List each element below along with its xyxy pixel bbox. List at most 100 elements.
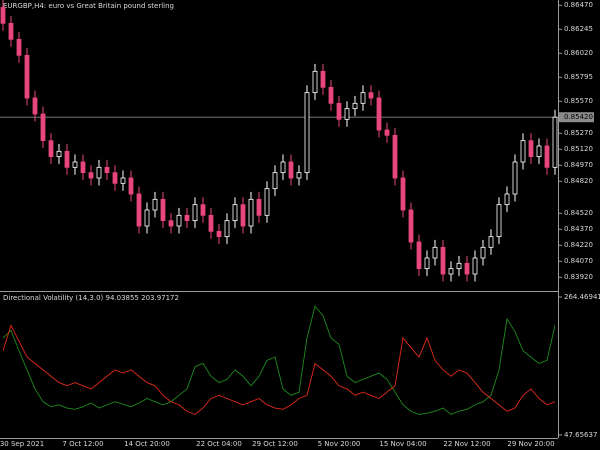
y-tick-label: 0.86470: [564, 1, 593, 9]
candle-body: [176, 214, 182, 227]
y-tick-label: 0.84970: [564, 161, 593, 169]
candle-body: [408, 209, 414, 243]
candle-body: [232, 204, 238, 222]
y-tick-label: 0.84520: [564, 209, 593, 217]
y-tick-label: 0.85795: [564, 73, 593, 81]
x-tick-label: 5 Nov 20:00: [318, 440, 361, 448]
price-label: 0.85420: [564, 113, 593, 121]
candle-body: [304, 92, 310, 174]
indicator-title: Directional Volatility (14,3.0) 94.03855…: [3, 294, 179, 302]
candle-body: [152, 198, 158, 211]
candle-body: [208, 214, 214, 232]
x-tick-label: 7 Oct 12:00: [62, 440, 103, 448]
y-tick-label: 0.86020: [564, 49, 593, 57]
x-tick-label: 14 Oct 20:00: [124, 440, 170, 448]
x-tick-label: 15 Nov 04:00: [379, 440, 426, 448]
y-tick-label: 264.46941: [564, 293, 600, 301]
candle-body: [192, 204, 198, 222]
candle-body: [24, 54, 30, 99]
candle-body: [88, 172, 94, 179]
candle-body: [320, 70, 326, 88]
candle-body: [56, 150, 62, 158]
candle-body: [464, 262, 470, 275]
candle-body: [312, 70, 318, 94]
y-tick-label: 0.83920: [564, 273, 593, 281]
x-tick-label: 29 Nov 20:00: [507, 440, 554, 448]
candle-body: [520, 140, 526, 163]
candle-body: [128, 177, 134, 195]
candle-body: [360, 92, 366, 104]
indicator-line: [2, 324, 556, 415]
candle-body: [40, 113, 46, 142]
x-tick-label: 29 Oct 12:00: [252, 440, 298, 448]
candle-body: [528, 140, 534, 158]
y-tick-label: 0.85570: [564, 97, 593, 105]
y-tick-label: 0.84820: [564, 177, 593, 185]
candle-body: [184, 214, 190, 222]
candle-body: [440, 246, 446, 275]
candle-body: [160, 198, 166, 222]
y-tick-label: 0.86245: [564, 25, 593, 33]
candle-body: [384, 129, 390, 136]
candle-body: [552, 116, 558, 168]
candle-body: [16, 38, 22, 56]
candle-body: [416, 241, 422, 270]
candle-body: [296, 172, 302, 179]
candle-body: [256, 198, 262, 216]
candle-body: [240, 204, 246, 227]
candle-body: [368, 92, 374, 99]
candle-body: [216, 230, 222, 238]
candle-body: [0, 6, 6, 24]
candle-body: [496, 204, 502, 238]
candle-body: [472, 257, 478, 275]
candle-body: [168, 220, 174, 227]
y-tick-label: 0.85270: [564, 129, 593, 137]
candle-body: [536, 145, 542, 158]
candle-body: [72, 161, 78, 168]
candle-body: [48, 140, 54, 158]
candle-body: [112, 172, 118, 184]
candle-body: [456, 262, 462, 270]
candle-body: [504, 193, 510, 206]
candle-body: [336, 102, 342, 120]
y-tick-label: 0.85120: [564, 145, 593, 153]
candle-body: [344, 108, 350, 120]
candle-body: [544, 145, 550, 168]
candle-body: [32, 97, 38, 115]
y-tick-label: 0.84070: [564, 257, 593, 265]
candle-body: [248, 198, 254, 227]
x-tick-label: 22 Nov 12:00: [443, 440, 490, 448]
indicator-line: [2, 305, 556, 415]
candle-body: [512, 161, 518, 195]
candle-body: [400, 177, 406, 211]
y-tick-label: 47.65637: [564, 431, 597, 439]
candle-body: [280, 161, 286, 174]
candle-body: [264, 188, 270, 216]
candle-body: [392, 134, 398, 179]
y-tick-label: 0.84370: [564, 225, 593, 233]
candle-body: [104, 166, 110, 174]
candle-body: [424, 257, 430, 270]
candle-body: [64, 150, 70, 168]
candle-body: [376, 97, 382, 131]
price-label-box: [559, 112, 594, 123]
candle-body: [136, 193, 142, 227]
candle-body: [224, 220, 230, 238]
candle-body: [144, 209, 150, 227]
candle-body: [352, 102, 358, 110]
y-tick-label: 0.84220: [564, 241, 593, 249]
candle-body: [480, 246, 486, 259]
candle-body: [448, 268, 454, 275]
candle-body: [96, 166, 102, 179]
candle-body: [432, 246, 438, 259]
candle-body: [200, 204, 206, 216]
candle-body: [288, 161, 294, 179]
candle-body: [488, 236, 494, 248]
candle-body: [328, 86, 334, 104]
chart-title: EURGBP,H4: euro vs Great Britain pound s…: [3, 2, 174, 10]
candle-body: [272, 172, 278, 190]
candle-body: [120, 177, 126, 184]
candle-body: [8, 22, 14, 40]
candle-body: [80, 161, 86, 174]
